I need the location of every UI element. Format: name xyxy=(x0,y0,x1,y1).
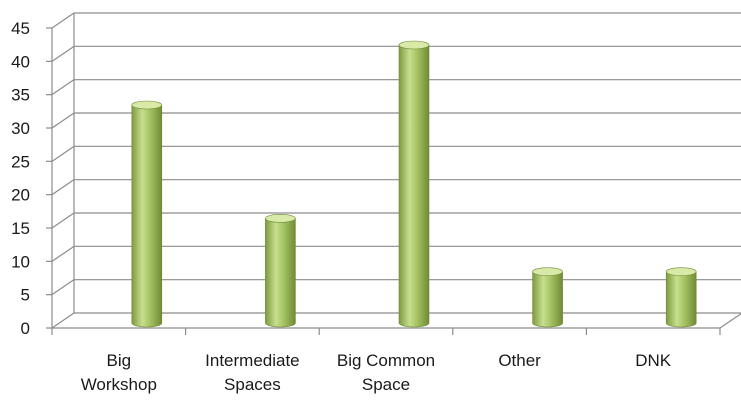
bar-top xyxy=(265,214,295,222)
x-category-label: DNK xyxy=(635,351,672,370)
bar xyxy=(533,268,563,327)
gridline-side xyxy=(52,46,74,61)
bar-body xyxy=(533,272,563,327)
y-tick-label: 15 xyxy=(11,219,30,238)
bar xyxy=(132,101,162,327)
y-tick-label: 25 xyxy=(11,152,30,171)
bar-top xyxy=(132,101,162,109)
bar-body xyxy=(666,272,696,327)
gridline-side xyxy=(52,246,74,261)
bar-top xyxy=(533,268,563,276)
floor-edge xyxy=(720,313,741,328)
gridline-side xyxy=(52,280,74,295)
gridline-side xyxy=(52,113,74,128)
x-category-label: Big Common Space xyxy=(337,351,435,394)
gridline-side xyxy=(52,146,74,161)
gridline-side xyxy=(52,313,74,328)
x-category-label: Other xyxy=(498,351,541,370)
y-tick-label: 30 xyxy=(11,119,30,138)
gridline-side xyxy=(52,180,74,195)
bar-top xyxy=(666,268,696,276)
bar-top xyxy=(399,41,429,49)
gridline-side xyxy=(52,213,74,228)
x-category-label: Big Workshop xyxy=(81,351,157,394)
y-tick-label: 40 xyxy=(11,52,30,71)
bar-body xyxy=(399,45,429,327)
labels: 0 5 10 15 20 25 30 35 40 45 Big Workshop Intermediat… xyxy=(11,19,672,394)
gridline-side xyxy=(52,13,74,28)
y-tick-label: 5 xyxy=(21,286,30,305)
y-tick-label: 0 xyxy=(21,319,30,338)
bar-body xyxy=(132,105,162,327)
y-tick-label: 10 xyxy=(11,252,30,271)
x-category-label: Intermediate Spaces xyxy=(205,351,300,394)
bars xyxy=(132,41,696,327)
bar xyxy=(399,41,429,327)
y-tick-label: 35 xyxy=(11,86,30,105)
bar-body xyxy=(265,218,295,327)
bar xyxy=(265,214,295,327)
gridline-side xyxy=(52,80,74,95)
y-tick-label: 20 xyxy=(11,186,30,205)
bar xyxy=(666,268,696,327)
y-tick-label: 45 xyxy=(11,19,30,38)
